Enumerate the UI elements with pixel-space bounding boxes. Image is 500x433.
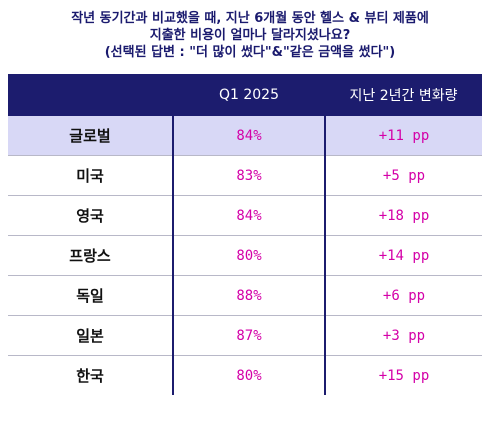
change-cell: +15 pp [325, 355, 482, 395]
change-cell: +18 pp [325, 195, 482, 236]
q1-2025-cell: 80% [173, 235, 326, 276]
table-row: 일본 87% +3 pp [8, 315, 482, 356]
region-cell: 일본 [8, 315, 174, 356]
q1-2025-cell: 84% [173, 195, 326, 236]
header-row: Q1 2025 지난 2년간 변화량 [8, 74, 482, 116]
q1-2025-cell: 84% [173, 116, 326, 156]
title-line-2: 지출한 비용이 얼마나 달라지셨나요? [149, 28, 351, 43]
table-row: 독일 88% +6 pp [8, 275, 482, 316]
region-cell: 프랑스 [8, 235, 174, 276]
header-cell-region [8, 74, 173, 116]
change-cell: +3 pp [325, 315, 482, 356]
title-line-3: (선택된 답변 : "더 많이 썼다"&"같은 금액을 썼다") [104, 45, 396, 60]
change-cell: +11 pp [325, 116, 482, 156]
region-cell: 미국 [8, 155, 174, 196]
q1-2025-cell: 83% [173, 155, 326, 196]
title-line-1: 작년 동기간과 비교했을 때, 지난 6개월 동안 헬스 & 뷰티 제품에 [71, 11, 429, 26]
region-cell: 한국 [8, 355, 174, 395]
table-row: 영국 84% +18 pp [8, 195, 482, 236]
change-cell: +6 pp [325, 275, 482, 316]
region-cell: 글로벌 [8, 116, 174, 156]
table-row: 한국 80% +15 pp [8, 355, 482, 395]
q1-2025-cell: 88% [173, 275, 326, 316]
q1-2025-cell: 87% [173, 315, 326, 356]
q1-2025-cell: 80% [173, 355, 326, 395]
region-cell: 독일 [8, 275, 174, 316]
data-table: Q1 2025 지난 2년간 변화량 글로벌 84% +11 pp 미국 83% +5 p… [8, 74, 482, 395]
header-cell-change: 지난 2년간 변화량 [325, 74, 482, 116]
table-row: 프랑스 80% +14 pp [8, 235, 482, 276]
table-body: 글로벌 84% +11 pp 미국 83% +5 pp 영국 84% +18 pp 프랑스 80% +… [8, 116, 482, 395]
chart-title: 작년 동기간과 비교했을 때, 지난 6개월 동안 헬스 & 뷰티 제품에 지출… [0, 10, 500, 61]
header-cell-q1-2025: Q1 2025 [173, 74, 325, 116]
table-row: 글로벌 84% +11 pp [8, 116, 482, 156]
change-cell: +14 pp [325, 235, 482, 276]
table-row: 미국 83% +5 pp [8, 155, 482, 196]
region-cell: 영국 [8, 195, 174, 236]
change-cell: +5 pp [325, 155, 482, 196]
